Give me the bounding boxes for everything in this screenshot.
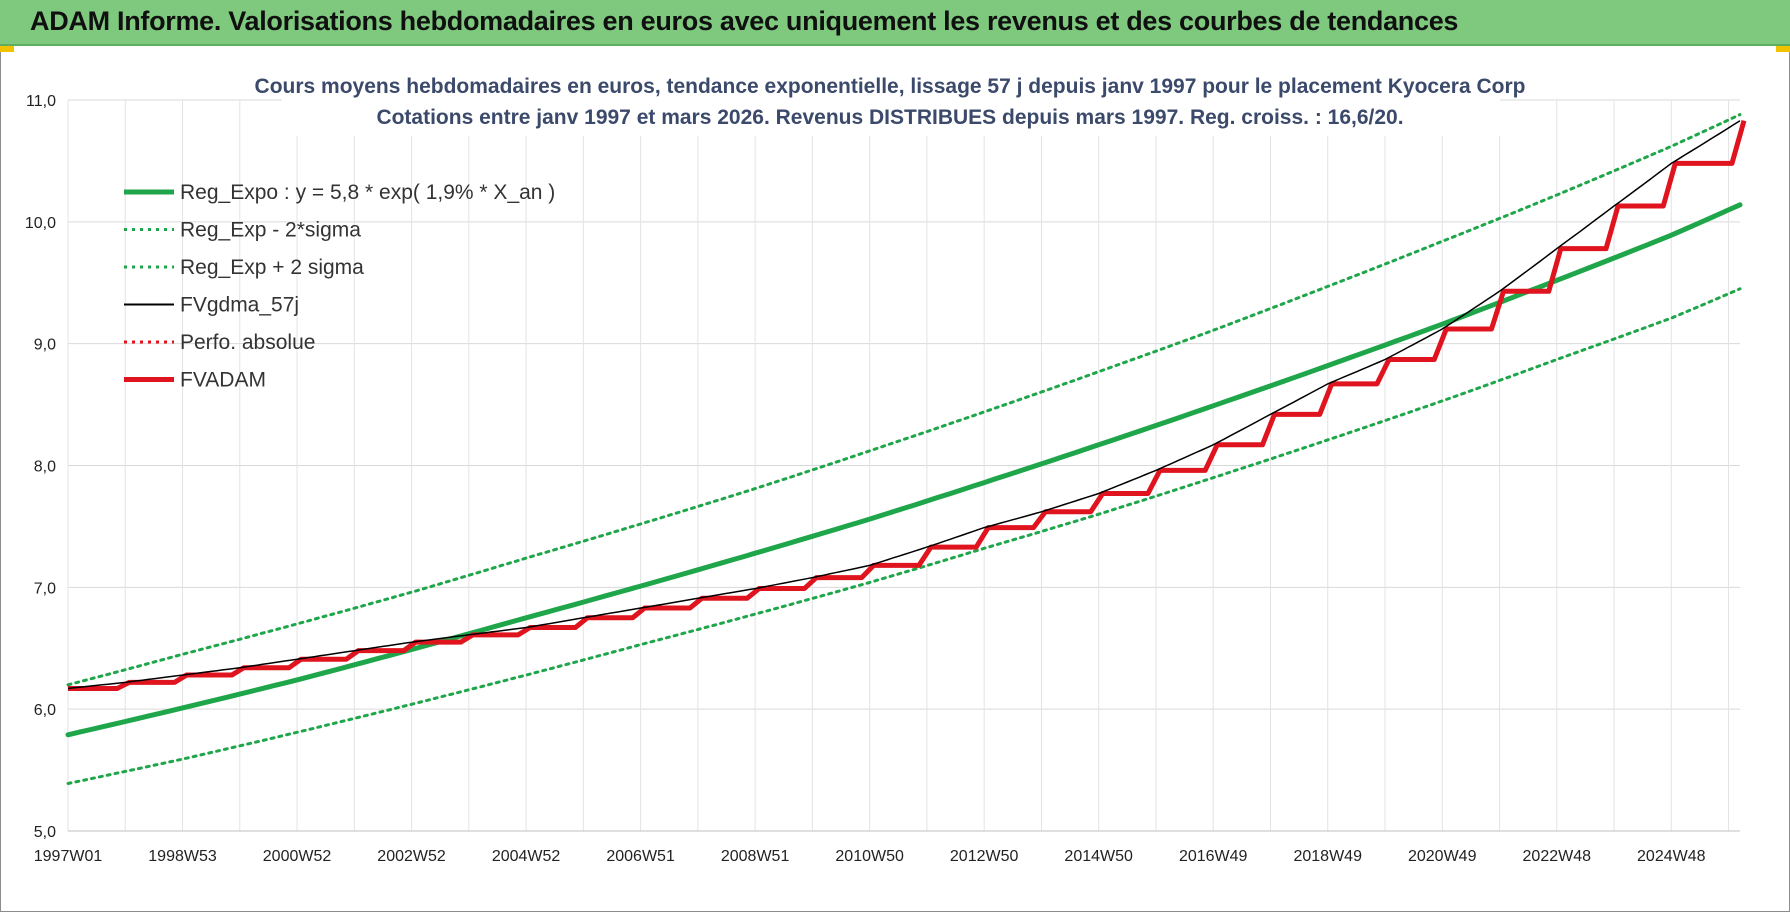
legend-label: FVgdma_57j <box>180 294 299 317</box>
x-tick-label: 2018W49 <box>1293 848 1362 865</box>
chart-title-line-1: Cours moyens hebdomadaires en euros, ten… <box>255 75 1526 98</box>
legend-label: Reg_Exp + 2 sigma <box>180 256 364 279</box>
x-tick-label: 2012W50 <box>950 848 1019 865</box>
corner-mark <box>1776 46 1790 52</box>
x-tick-label: 2002W52 <box>377 848 446 865</box>
series-line-fvadam <box>68 120 1747 691</box>
title-background <box>282 66 1500 136</box>
legend-label: Perfo. absolue <box>180 331 315 354</box>
x-tick-label: 2000W52 <box>263 848 332 865</box>
series-line-perfo-absolue <box>68 120 1745 690</box>
series-line-fvgdma <box>67 120 1741 690</box>
x-tick-label: 2006W51 <box>606 848 675 865</box>
series-line-reg-plus <box>66 113 1742 687</box>
x-tick-label: 2004W52 <box>492 848 561 865</box>
x-tick-label: 1998W53 <box>148 848 217 865</box>
y-tick-label: 8,0 <box>34 459 56 476</box>
y-tick-label: 5,0 <box>34 824 56 841</box>
x-tick-label: 1997W01 <box>34 848 103 865</box>
x-tick-label: 2020W49 <box>1408 848 1477 865</box>
y-tick-label: 10,0 <box>25 215 56 232</box>
x-tick-label: 2022W48 <box>1523 848 1592 865</box>
series-lines <box>65 113 1747 785</box>
x-tick-label: 2014W50 <box>1064 848 1133 865</box>
y-tick-label: 9,0 <box>34 337 56 354</box>
corner-mark <box>0 46 14 52</box>
legend: Reg_Expo : y = 5,8 * exp( 1,9% * X_an ) R… <box>124 181 555 392</box>
y-tick-label: 6,0 <box>34 702 56 719</box>
y-tick-label: 7,0 <box>34 580 56 597</box>
x-tick-label: 2024W48 <box>1637 848 1706 865</box>
legend-label: Reg_Expo : y = 5,8 * exp( 1,9% * X_an ) <box>180 181 555 204</box>
grid <box>67 99 1740 832</box>
axes: 5,0 6,0 7,0 8,0 9,0 10,0 11,0 1997W01 1998W53 200… <box>25 93 1740 865</box>
report-title: ADAM Informe. Valorisations hebdomadaire… <box>30 6 1459 36</box>
legend-label: FVADAM <box>180 369 266 392</box>
report-banner: ADAM Informe. Valorisations hebdomadaire… <box>0 0 1790 46</box>
chart-title-line-2: Cotations entre janv 1997 et mars 2026. … <box>376 106 1403 129</box>
y-tick-label: 11,0 <box>26 93 56 110</box>
series-line-reg-minus <box>66 287 1742 785</box>
x-tick-label: 2008W51 <box>721 848 790 865</box>
legend-label: Reg_Exp - 2*sigma <box>180 219 361 242</box>
x-tick-label: 2016W49 <box>1179 848 1248 865</box>
chart-title: Cours moyens hebdomadaires en euros, ten… <box>255 66 1526 136</box>
x-tick-label: 2010W50 <box>835 848 904 865</box>
